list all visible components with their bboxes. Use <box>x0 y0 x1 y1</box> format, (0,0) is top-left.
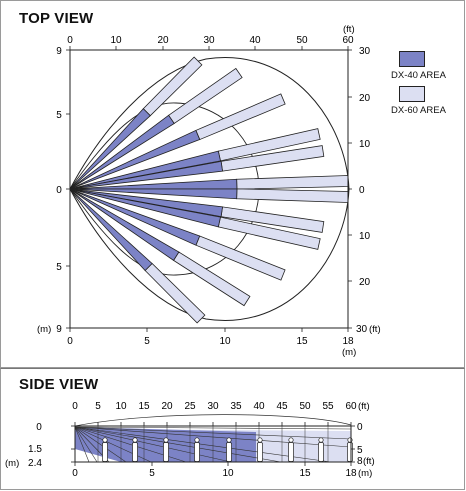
left-axis-tick: 5 <box>56 110 62 121</box>
side-view-diagram: 0 5 10 15 20 25 30 35 40 45 50 55 60 (ft… <box>5 401 375 479</box>
side-bottom-tick: 15 <box>299 468 311 479</box>
person-silhouette <box>163 437 169 462</box>
side-detection-ray <box>74 426 232 463</box>
dx60-beam-segment <box>195 93 286 141</box>
right-axis-tick: 0 <box>359 185 365 196</box>
bottom-axis-tick: 0 <box>67 336 73 347</box>
dx40-legend-label: DX-40 AREA <box>391 70 446 81</box>
side-detection-ray <box>74 426 90 463</box>
side-detection-ray <box>74 426 282 463</box>
person-silhouette <box>318 437 324 462</box>
dx40-beam-segment <box>69 188 238 200</box>
dx40-beam-segment <box>69 188 153 272</box>
side-bottom-tick: 18 <box>345 468 357 479</box>
top-axis-unit: (ft) <box>343 24 355 35</box>
person-silhouette <box>288 437 294 462</box>
dx40-beam-segment <box>69 160 223 190</box>
right-axis-tick: 30 <box>356 324 368 335</box>
side-left-tick: 0 <box>36 422 42 433</box>
dx40-beam-segment <box>69 188 201 246</box>
legend-dx40: DX-40 AREA <box>391 51 453 81</box>
side-bottom-tick: 5 <box>149 468 155 479</box>
top-axis-tick: 10 <box>110 35 122 46</box>
left-axis-tick: 5 <box>56 262 62 273</box>
side-view-title: SIDE VIEW <box>19 376 99 393</box>
side-top-tick: 20 <box>161 401 173 412</box>
top-view-title: TOP VIEW <box>19 10 94 27</box>
side-top-tick: 55 <box>322 401 334 412</box>
person-silhouette <box>102 437 108 462</box>
person-silhouette <box>132 437 138 462</box>
side-bottom-tick: 10 <box>222 468 234 479</box>
bottom-axis-tick: 18 <box>342 336 354 347</box>
bottom-axis-tick: 15 <box>296 336 308 347</box>
right-axis-tick: 20 <box>359 277 371 288</box>
dx60-legend-label: DX-60 AREA <box>391 105 446 116</box>
left-axis-unit: (m) <box>37 324 51 335</box>
side-top-tick: 60 <box>345 401 357 412</box>
left-axis-tick: 0 <box>56 185 62 196</box>
side-top-tick: 50 <box>299 401 311 412</box>
person-silhouette <box>226 437 232 462</box>
side-view-ticks <box>71 422 355 466</box>
side-top-tick: 10 <box>115 401 127 412</box>
side-right-tick: 5 <box>357 445 363 456</box>
side-top-tick: 45 <box>276 401 288 412</box>
person-silhouette <box>257 437 263 462</box>
side-bottom-unit: (m) <box>358 468 372 479</box>
dx40-beam-segment <box>69 188 180 261</box>
side-right-unit: (ft) <box>363 456 375 467</box>
side-top-tick: 0 <box>72 401 78 412</box>
detection-beams <box>69 56 349 324</box>
dx60-swatch <box>399 86 425 102</box>
bottom-axis-tick: 5 <box>144 336 150 347</box>
top-axis-tick: 30 <box>203 35 215 46</box>
top-view-panel: TOP VIEW 0 10 20 30 40 50 60 (ft) 9 5 0 … <box>0 0 465 368</box>
top-axis-tick: 60 <box>342 35 354 46</box>
side-view-panel: SIDE VIEW 0 5 10 15 20 25 30 35 40 45 50… <box>0 368 465 490</box>
dx40-swatch <box>399 51 425 67</box>
right-axis-tick: 10 <box>359 139 371 150</box>
dx40-beam-segment <box>69 108 151 190</box>
right-axis-tick: 20 <box>359 93 371 104</box>
bottom-axis-unit: (m) <box>342 347 356 358</box>
dx40-beam-segment <box>69 114 175 190</box>
top-axis-tick: 0 <box>67 35 73 46</box>
side-left-unit: (m) <box>5 458 19 469</box>
side-detection-ray <box>74 426 152 463</box>
top-view-diagram: 0 10 20 30 40 50 60 (ft) 9 5 0 5 (m) 9 3… <box>37 24 381 358</box>
right-axis-unit: (ft) <box>369 324 381 335</box>
bottom-axis-tick: 10 <box>219 336 231 347</box>
side-left-tick: 1.5 <box>28 444 42 455</box>
side-right-tick: 0 <box>357 422 363 433</box>
dx40-beam-segment <box>69 188 221 228</box>
side-top-tick: 30 <box>207 401 219 412</box>
side-right-tick: 8 <box>357 456 363 467</box>
top-axis-tick: 20 <box>157 35 169 46</box>
side-top-unit: (ft) <box>358 401 370 412</box>
side-detection-ray <box>74 426 127 463</box>
side-top-tick: 25 <box>184 401 196 412</box>
left-axis-tick: 9 <box>56 46 62 57</box>
dx60-beam-segment <box>236 188 349 203</box>
right-axis-tick: 10 <box>359 231 371 242</box>
side-top-tick: 35 <box>230 401 242 412</box>
top-view-ticks <box>66 46 352 332</box>
dx60-beam-segment <box>236 175 349 190</box>
top-axis-tick: 50 <box>296 35 308 46</box>
legend-dx60: DX-60 AREA <box>391 86 453 116</box>
dx40-beam-segment <box>69 129 201 190</box>
left-axis-tick: 9 <box>56 324 62 335</box>
side-range-arc <box>74 414 352 427</box>
side-detection-ray <box>74 426 98 463</box>
person-silhouette <box>194 437 200 462</box>
side-left-tick: 2.4 <box>28 458 42 469</box>
side-top-tick: 5 <box>95 401 101 412</box>
person-silhouette <box>347 437 353 462</box>
side-top-tick: 40 <box>253 401 265 412</box>
side-top-tick: 15 <box>138 401 150 412</box>
top-axis-tick: 40 <box>249 35 261 46</box>
side-bottom-tick: 0 <box>72 468 78 479</box>
right-axis-tick: 30 <box>359 46 371 57</box>
